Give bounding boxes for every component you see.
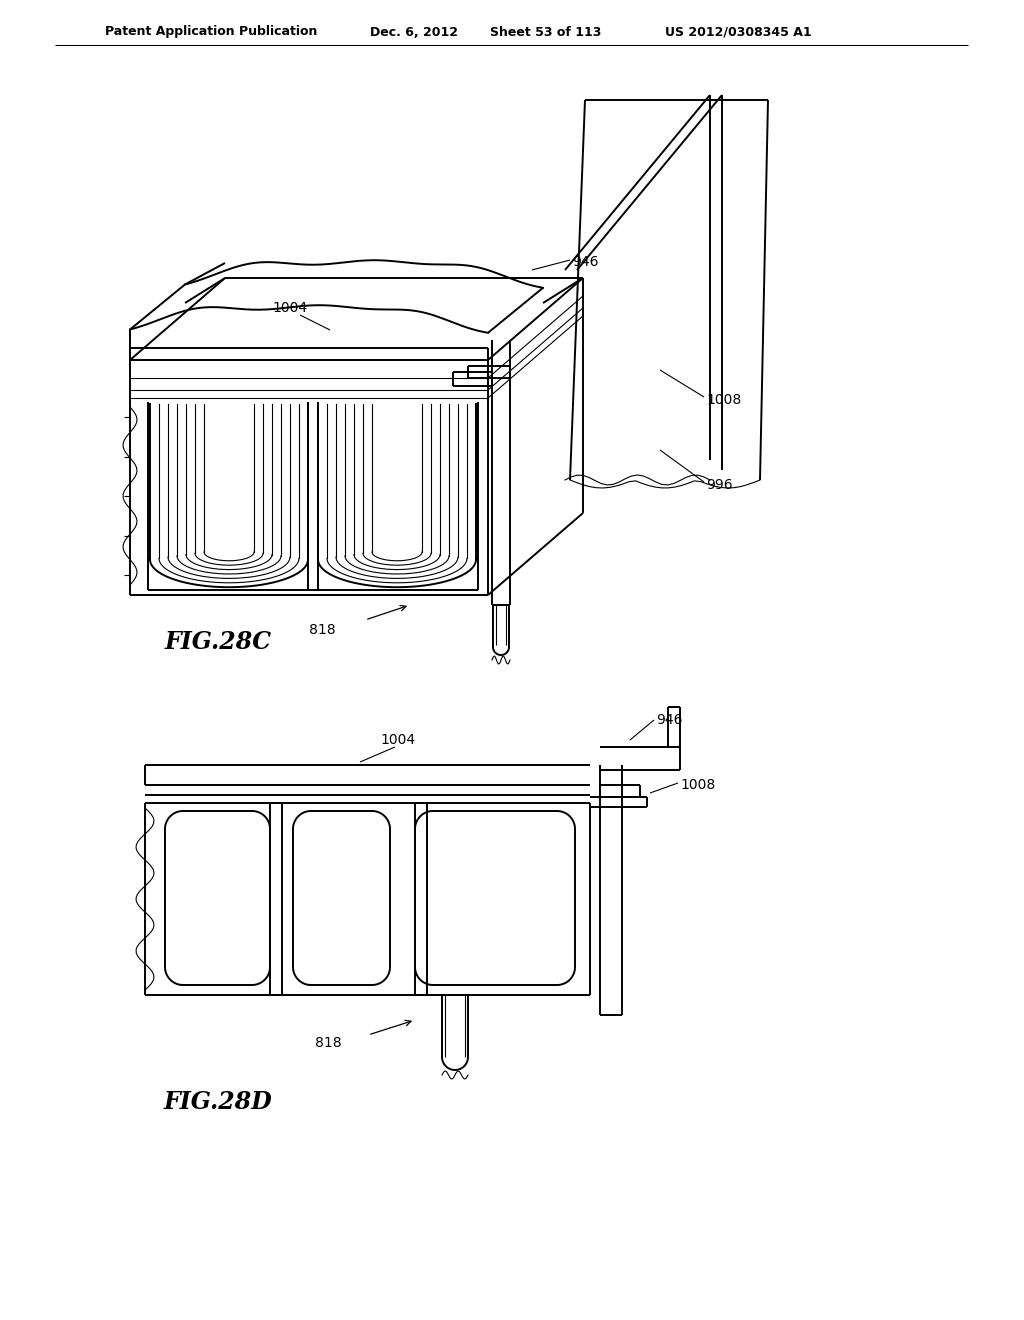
Text: 996: 996 [706, 478, 732, 492]
Text: 1008: 1008 [706, 393, 741, 407]
Text: 1008: 1008 [680, 777, 715, 792]
Text: Patent Application Publication: Patent Application Publication [105, 25, 317, 38]
Text: 946: 946 [656, 713, 683, 727]
Text: Sheet 53 of 113: Sheet 53 of 113 [490, 25, 601, 38]
Text: 1004: 1004 [381, 733, 416, 747]
Text: 946: 946 [572, 255, 598, 269]
Text: FIG.28D: FIG.28D [164, 1090, 272, 1114]
Text: 818: 818 [308, 623, 335, 638]
Text: Dec. 6, 2012: Dec. 6, 2012 [370, 25, 458, 38]
Text: FIG.28C: FIG.28C [165, 630, 271, 653]
Text: 1004: 1004 [272, 301, 307, 315]
Text: 818: 818 [314, 1036, 341, 1049]
Text: US 2012/0308345 A1: US 2012/0308345 A1 [665, 25, 812, 38]
